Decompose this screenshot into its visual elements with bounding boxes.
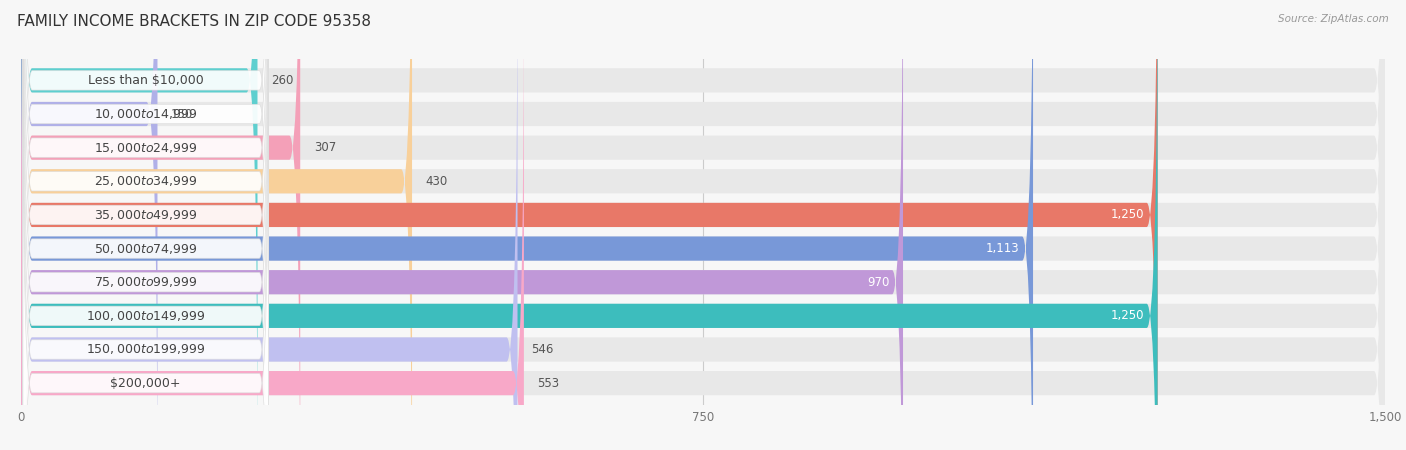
FancyBboxPatch shape [21, 0, 301, 450]
Text: 1,113: 1,113 [986, 242, 1019, 255]
FancyBboxPatch shape [21, 0, 1385, 450]
Text: $25,000 to $34,999: $25,000 to $34,999 [94, 174, 197, 188]
FancyBboxPatch shape [21, 0, 1385, 450]
FancyBboxPatch shape [21, 0, 1157, 450]
FancyBboxPatch shape [22, 0, 269, 450]
Text: $10,000 to $14,999: $10,000 to $14,999 [94, 107, 197, 121]
Text: FAMILY INCOME BRACKETS IN ZIP CODE 95358: FAMILY INCOME BRACKETS IN ZIP CODE 95358 [17, 14, 371, 28]
FancyBboxPatch shape [21, 0, 1385, 450]
FancyBboxPatch shape [21, 0, 517, 450]
Text: 307: 307 [314, 141, 336, 154]
FancyBboxPatch shape [22, 0, 269, 407]
FancyBboxPatch shape [22, 0, 269, 450]
FancyBboxPatch shape [21, 0, 157, 450]
Text: $50,000 to $74,999: $50,000 to $74,999 [94, 242, 197, 256]
FancyBboxPatch shape [22, 0, 269, 450]
FancyBboxPatch shape [21, 0, 412, 450]
Text: 1,250: 1,250 [1111, 208, 1144, 221]
FancyBboxPatch shape [21, 0, 1385, 450]
FancyBboxPatch shape [22, 0, 269, 450]
FancyBboxPatch shape [21, 0, 524, 450]
Text: $100,000 to $149,999: $100,000 to $149,999 [86, 309, 205, 323]
Text: $150,000 to $199,999: $150,000 to $199,999 [86, 342, 205, 356]
FancyBboxPatch shape [21, 0, 1385, 450]
FancyBboxPatch shape [21, 0, 1157, 450]
FancyBboxPatch shape [21, 0, 1385, 450]
Text: 430: 430 [426, 175, 449, 188]
FancyBboxPatch shape [21, 0, 1385, 450]
Text: $75,000 to $99,999: $75,000 to $99,999 [94, 275, 197, 289]
Text: $200,000+: $200,000+ [111, 377, 181, 390]
FancyBboxPatch shape [21, 0, 1385, 450]
Text: 970: 970 [868, 276, 890, 289]
FancyBboxPatch shape [21, 0, 903, 450]
Text: 1,250: 1,250 [1111, 309, 1144, 322]
FancyBboxPatch shape [21, 0, 1385, 450]
Text: 553: 553 [537, 377, 560, 390]
FancyBboxPatch shape [22, 0, 269, 441]
Text: 260: 260 [271, 74, 294, 87]
FancyBboxPatch shape [22, 56, 269, 450]
FancyBboxPatch shape [22, 0, 269, 450]
FancyBboxPatch shape [22, 0, 269, 450]
Text: 150: 150 [172, 108, 194, 121]
Text: $15,000 to $24,999: $15,000 to $24,999 [94, 141, 197, 155]
Text: $35,000 to $49,999: $35,000 to $49,999 [94, 208, 197, 222]
FancyBboxPatch shape [22, 23, 269, 450]
Text: Source: ZipAtlas.com: Source: ZipAtlas.com [1278, 14, 1389, 23]
Text: 546: 546 [531, 343, 554, 356]
Text: Less than $10,000: Less than $10,000 [87, 74, 204, 87]
FancyBboxPatch shape [21, 0, 257, 450]
FancyBboxPatch shape [21, 0, 1385, 450]
FancyBboxPatch shape [21, 0, 1033, 450]
